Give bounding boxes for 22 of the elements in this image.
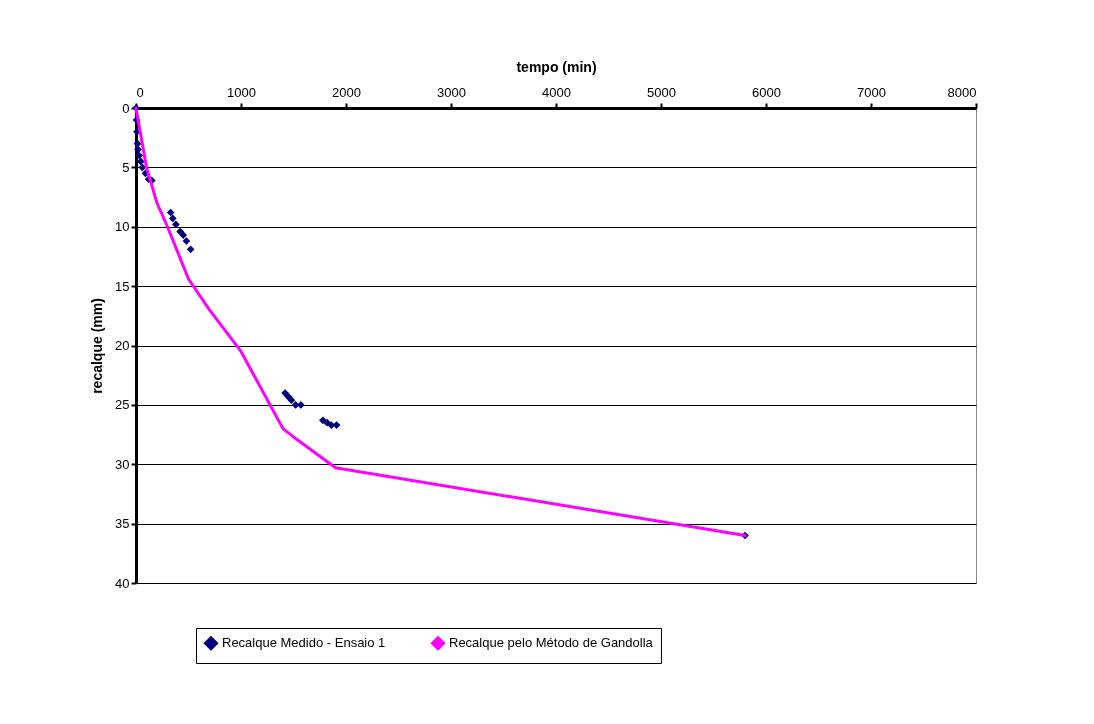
- y-tick-label: 25: [115, 397, 130, 413]
- legend-label: Recalque Medido - Ensaio 1: [222, 635, 386, 651]
- y-tick-label: 35: [115, 516, 130, 532]
- x-axis-title: tempo (min): [516, 58, 597, 75]
- x-tick-label: 4000: [542, 84, 571, 100]
- y-tick-label: 5: [122, 159, 130, 175]
- y-tick-label: 0: [122, 100, 130, 116]
- y-axis-title: recalque (mm): [89, 298, 106, 394]
- x-tick-label: 6000: [752, 84, 781, 100]
- y-tick-label: 15: [115, 278, 130, 294]
- x-tick-label: 3000: [437, 84, 466, 100]
- y-tick-label: 40: [115, 575, 130, 591]
- y-tick-label: 20: [115, 338, 130, 353]
- x-tick-label: 5000: [647, 84, 676, 100]
- legend-label: Recalque pelo Método de Gandolla: [449, 635, 654, 651]
- x-tick-label: 7000: [857, 84, 886, 100]
- x-tick-label: 8000: [947, 84, 977, 100]
- y-tick-label: 10: [115, 219, 130, 235]
- x-tick-label: 1000: [227, 84, 256, 100]
- x-tick-label: 0: [136, 84, 144, 100]
- y-tick-label: 30: [115, 456, 130, 472]
- x-tick-label: 2000: [332, 84, 361, 100]
